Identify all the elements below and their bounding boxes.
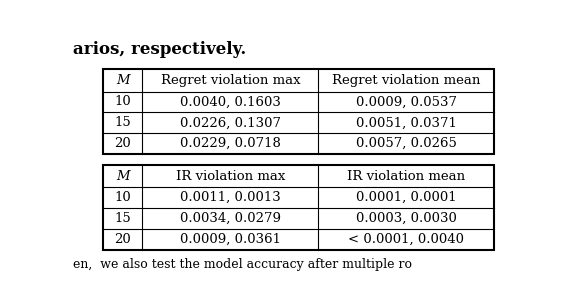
Text: 0.0001, 0.0001: 0.0001, 0.0001 <box>356 191 457 204</box>
Text: Regret violation max: Regret violation max <box>161 74 300 87</box>
Text: 20: 20 <box>114 233 131 246</box>
Text: IR violation max: IR violation max <box>176 170 285 183</box>
Text: 0.0051, 0.0371: 0.0051, 0.0371 <box>356 116 457 129</box>
Text: 0.0034, 0.0279: 0.0034, 0.0279 <box>180 212 281 225</box>
Text: 0.0040, 0.1603: 0.0040, 0.1603 <box>180 95 281 108</box>
Text: 15: 15 <box>114 116 131 129</box>
Text: Regret violation mean: Regret violation mean <box>332 74 481 87</box>
Text: arios, respectively.: arios, respectively. <box>73 41 246 58</box>
Text: 10: 10 <box>114 191 131 204</box>
Text: 0.0226, 0.1307: 0.0226, 0.1307 <box>180 116 281 129</box>
Text: 0.0011, 0.0013: 0.0011, 0.0013 <box>180 191 281 204</box>
Text: 0.0057, 0.0265: 0.0057, 0.0265 <box>356 137 457 150</box>
Text: 15: 15 <box>114 212 131 225</box>
Text: 0.0229, 0.0718: 0.0229, 0.0718 <box>180 137 281 150</box>
Text: M: M <box>116 74 130 87</box>
Text: IR violation mean: IR violation mean <box>347 170 465 183</box>
Text: 0.0009, 0.0537: 0.0009, 0.0537 <box>356 95 457 108</box>
Text: 10: 10 <box>114 95 131 108</box>
Text: 0.0009, 0.0361: 0.0009, 0.0361 <box>180 233 281 246</box>
Text: 0.0003, 0.0030: 0.0003, 0.0030 <box>356 212 457 225</box>
Text: M: M <box>116 170 130 183</box>
Text: 20: 20 <box>114 137 131 150</box>
Text: en,  we also test the model accuracy after multiple ro: en, we also test the model accuracy afte… <box>73 257 412 270</box>
Text: < 0.0001, 0.0040: < 0.0001, 0.0040 <box>349 233 465 246</box>
